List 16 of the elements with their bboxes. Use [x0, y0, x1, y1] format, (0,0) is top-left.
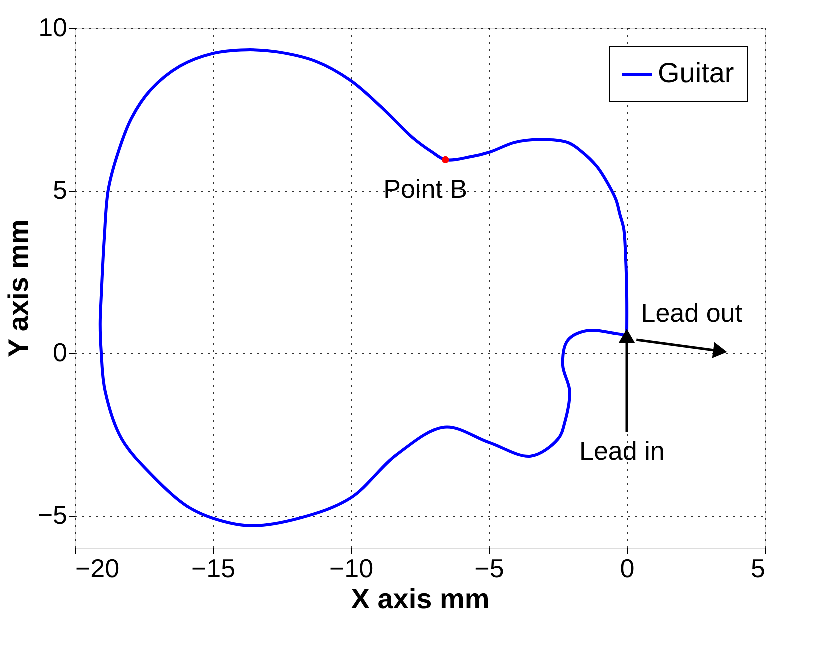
annotation: Point B: [384, 174, 468, 204]
y-tick-label: 0: [53, 338, 68, 368]
y-tick-label: 5: [53, 175, 68, 205]
annotation: Lead in: [580, 436, 665, 466]
y-tick-label: 10: [38, 12, 68, 42]
y-tick-label: −5: [38, 500, 68, 530]
x-axis-title: X axis mm: [351, 584, 490, 614]
x-tick-label: 0: [620, 554, 635, 584]
x-tick-label: −15: [191, 554, 236, 584]
annotation: Lead out: [641, 298, 744, 328]
x-tick-label: −10: [329, 554, 374, 584]
x-tick-label: 5: [751, 554, 766, 584]
y-axis-title: Y axis mm: [2, 219, 34, 358]
x-tick-label: −5: [474, 554, 504, 584]
legend-label: Guitar: [658, 58, 734, 88]
x-tick-label: −20: [76, 554, 120, 584]
